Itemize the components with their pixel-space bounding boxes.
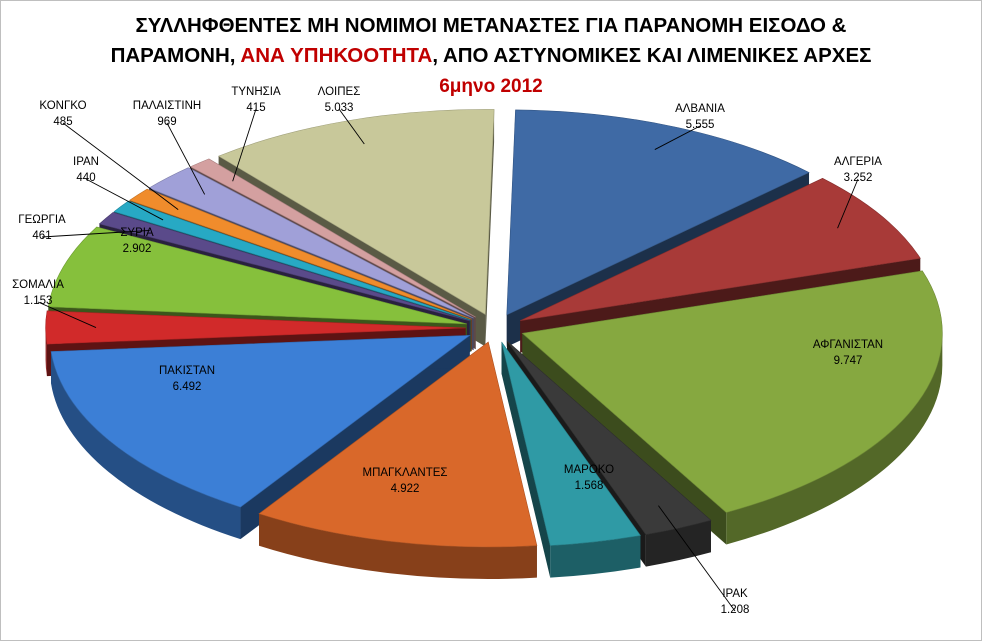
slice-label-14: ΛΟΙΠΕΣ [318,86,361,98]
slice-14-wall-1 [485,109,495,347]
chart-title-line2-end: , ΑΠΟ ΑΣΤΥΝΟΜΙΚΕΣ ΚΑΙ ΛΙΜΕΝΙΚΕΣ ΑΡΧΕΣ [432,44,871,67]
slice-ΙΡΑΝ [113,200,471,321]
slice-value-3: 1.208 [721,604,750,616]
slice-value-1: 3.252 [844,172,873,184]
slice-value-2: 9.747 [834,355,863,367]
slice-5-rim-0 [259,513,537,579]
slice-label-1: ΑΛΓΕΡΙΑ [834,156,882,168]
leader-line-0 [654,125,701,150]
slice-value-10: 440 [76,172,95,184]
slice-value-7: 1.153 [24,295,53,307]
leader-line-14 [338,108,365,145]
slice-ΙΡΑΚ [506,340,712,535]
slices-layer [45,109,943,579]
chart-title-line1: ΣΥΛΛΗΦΘΕΝΤΕΣ ΜΗ ΝΟΜΙΜΟΙ ΜΕΤΑΝΑΣΤΕΣ ΓΙΑ Π… [136,14,847,37]
slice-ΑΦΓΑΝΙΣΤΑΝ [521,270,943,513]
slice-label-5: ΜΠΑΓΚΛΑΝΤΕΣ [362,467,447,479]
chart-title-highlight: ΑΝΑ ΥΠΗΚΟΟΤΗΤΑ [240,44,432,67]
slice-2-rim-0 [726,333,943,545]
slice-4-rim-0 [550,535,641,578]
slice-value-12: 969 [157,116,176,128]
slice-value-5: 4.922 [391,483,420,495]
chart-title-line2: ΠΑΡΑΜΟΝΗ, ΑΝΑ ΥΠΗΚΟΟΤΗΤΑ, ΑΠΟ ΑΣΤΥΝΟΜΙΚΕ… [111,44,872,67]
labels-layer: ΑΛΒΑΝΙΑ 5.555 ΑΛΓΕΡΙΑ 3.252 ΑΦΓΑΝΙΣΤΑΝ 9.747 Ι… [12,86,883,616]
chart-subtitle: 6μηνο 2012 [439,76,543,97]
slice-label-3: ΙΡΑΚ [722,588,748,600]
slice-label-8: ΣΥΡΙΑ [120,227,154,239]
slice-4-wall-1 [501,341,551,578]
slice-value-13: 415 [246,102,265,114]
slice-ΑΛΒΑΝΙΑ [506,109,810,316]
leader-line-12 [166,122,206,195]
slice-ΜΠΑΓΚΛΑΝΤΕΣ [258,341,538,548]
slice-label-4: ΜΑΡΟΚΟ [564,464,614,476]
slice-value-9: 461 [32,230,51,242]
leader-line-11 [62,122,179,210]
slice-value-6: 6.492 [173,381,202,393]
slice-label-10: ΙΡΑΝ [73,156,99,168]
slice-value-4: 1.568 [575,480,604,492]
leader-line-9 [41,229,150,238]
slice-value-11: 485 [53,116,72,128]
slice-ΚΟΝΓΚΟ [128,188,472,320]
slice-ΜΑΡΟΚΟ [501,341,641,546]
slice-ΑΛΓΕΡΙΑ [520,177,921,321]
leader-line-3 [658,505,736,612]
slice-value-8: 2.902 [123,243,152,255]
leader-line-1 [837,178,859,229]
slice-label-2: ΑΦΓΑΝΙΣΤΑΝ [813,339,883,351]
slice-ΠΑΚΙΣΤΑΝ [50,334,471,508]
slice-value-14: 5.033 [325,102,354,114]
slice-label-11: ΚΟΝΓΚΟ [39,100,86,112]
slice-label-12: ΠΑΛΑΙΣΤΙΝΗ [133,100,201,112]
slice-label-7: ΣΟΜΑΛΙΑ [12,279,64,291]
chart-title-line2-start: ΠΑΡΑΜΟΝΗ, [111,44,241,67]
leader-line-13 [232,108,257,182]
slice-ΓΕΩΡΓΙΑ [98,212,470,322]
slice-6-rim-0 [51,351,241,540]
leader-line-7 [37,301,97,328]
slice-label-13: ΤΥΝΗΣΙΑ [231,86,281,98]
slice-label-0: ΑΛΒΑΝΙΑ [675,103,725,115]
slice-ΣΟΜΑΛΙΑ [45,310,466,345]
slice-label-9: ΓΕΩΡΓΙΑ [18,214,66,226]
slice-7-rim-0 [45,327,47,377]
slice-value-0: 5.555 [686,119,715,131]
slice-ΣΥΡΙΑ [47,226,467,325]
leader-line-10 [85,178,164,221]
slice-label-6: ΠΑΚΙΣΤΑΝ [159,365,215,377]
